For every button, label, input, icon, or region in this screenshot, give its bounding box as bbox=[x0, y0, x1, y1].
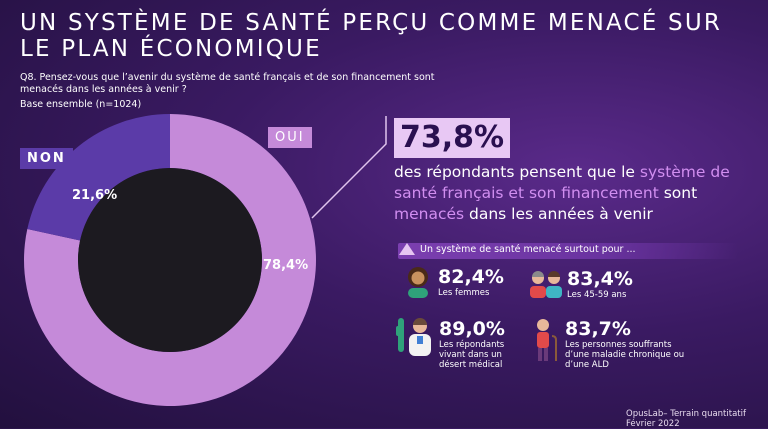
stat-women: 82,4% Les femmes bbox=[438, 266, 504, 298]
stat-chronic-disease: 83,7% Les personnes souffrants d’une mal… bbox=[565, 318, 685, 370]
base-text: Base ensemble (n=1024) bbox=[20, 99, 142, 110]
stat-label: Les femmes bbox=[438, 288, 490, 298]
stat-label: Les répondants vivant dans un désert méd… bbox=[439, 340, 505, 370]
source-footer: OpusLab– Terrain quantitatif Février 202… bbox=[626, 409, 746, 429]
question-text: Q8. Pensez-vous que l’avenir du système … bbox=[20, 72, 435, 95]
stat-45-59: 83,4% Les 45-59 ans bbox=[567, 268, 633, 300]
stat-value: 89,0% bbox=[439, 318, 505, 340]
donut-hole bbox=[78, 168, 262, 352]
couple-icon bbox=[530, 271, 562, 298]
stat-value: 83,7% bbox=[565, 318, 631, 340]
callout-connector bbox=[311, 116, 387, 219]
stat-value: 82,4% bbox=[438, 266, 504, 288]
donut-slice-oui bbox=[23, 114, 317, 407]
donut-slice-non bbox=[27, 114, 171, 241]
callout-text-d: menacés bbox=[394, 205, 465, 223]
page-title: UN SYSTÈME DE SANTÉ PERÇU COMME MENACÉ S… bbox=[20, 10, 723, 62]
callout-text-e: dans les années à venir bbox=[464, 205, 653, 223]
triangle-icon bbox=[399, 243, 415, 255]
callout-text-a: des répondants pensent que le bbox=[394, 163, 640, 181]
stat-label: Les personnes souffrants d’une maladie c… bbox=[565, 340, 685, 370]
stat-label: Les 45-59 ans bbox=[567, 290, 627, 300]
doctor-cactus-icon bbox=[396, 318, 431, 356]
subtitle-bar bbox=[398, 243, 738, 259]
subtitle-text: Un système de santé menacé surtout pour … bbox=[420, 244, 636, 255]
woman-icon bbox=[408, 267, 428, 298]
stat-value: 83,4% bbox=[567, 268, 633, 290]
callout-text: des répondants pensent que le système de… bbox=[394, 162, 734, 225]
stat-medical-desert: 89,0% Les répondants vivant dans un dése… bbox=[439, 318, 517, 370]
value-label-oui: 78,4% bbox=[263, 258, 309, 273]
elderly-cane-icon bbox=[537, 319, 557, 361]
callout-text-b: système de santé français et son finance… bbox=[394, 163, 730, 202]
callout-text-c: sont bbox=[658, 184, 698, 202]
legend-oui: OUI bbox=[268, 127, 312, 148]
legend-non: NON bbox=[20, 148, 73, 169]
callout-value: 73,8% bbox=[394, 118, 511, 158]
value-label-non: 21,6% bbox=[72, 188, 118, 203]
